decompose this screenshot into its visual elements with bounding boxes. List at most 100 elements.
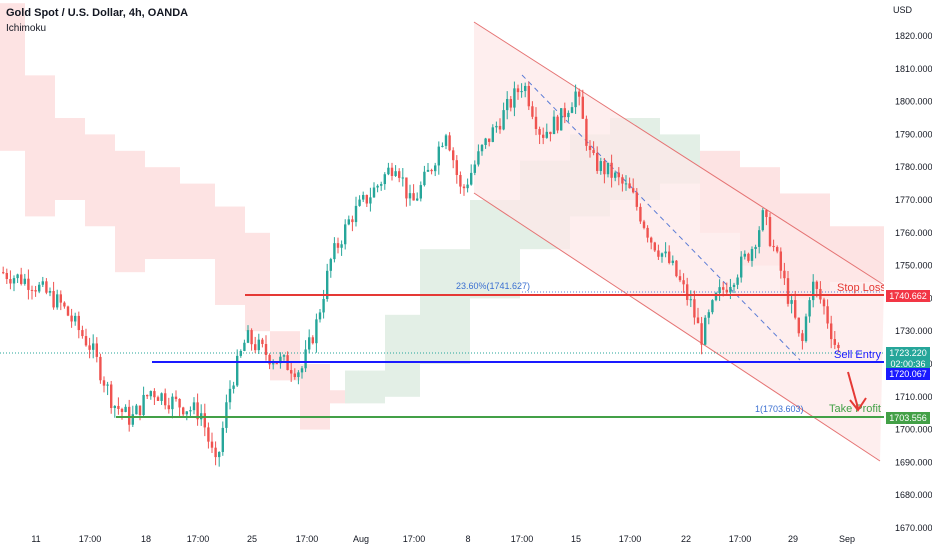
- candle-body: [480, 144, 484, 152]
- candle-body: [257, 339, 260, 351]
- candle-body: [498, 125, 502, 130]
- fib-trend-line: [521, 74, 801, 361]
- x-tick-label: 17:00: [187, 534, 210, 544]
- y-tick-label: 1730.000: [895, 326, 932, 336]
- candle-body: [639, 206, 642, 222]
- x-tick-label: Aug: [353, 534, 369, 544]
- candle-body: [74, 315, 77, 322]
- candle-body: [279, 356, 282, 364]
- candle-body: [311, 337, 314, 344]
- candle-body: [509, 98, 512, 108]
- candle-body: [23, 278, 26, 284]
- candle-body: [614, 172, 617, 178]
- candle-body: [347, 219, 350, 225]
- candle-body: [264, 344, 268, 355]
- candle-body: [729, 286, 732, 293]
- candle-body: [387, 167, 390, 175]
- candle-body: [207, 427, 210, 442]
- candle-body: [776, 247, 779, 252]
- y-tick-label: 1770.000: [895, 195, 932, 205]
- candle-body: [106, 384, 109, 386]
- candle-body: [524, 85, 527, 92]
- candle-body: [534, 116, 538, 130]
- candle-body: [790, 300, 793, 304]
- candle-body: [38, 284, 41, 292]
- candle-body: [416, 198, 419, 201]
- candle-body: [596, 153, 599, 171]
- y-tick-label: 1750.000: [895, 261, 932, 271]
- candle-body: [326, 270, 329, 299]
- candle-body: [290, 370, 293, 374]
- price-tag-label: 1703.556: [889, 413, 927, 423]
- x-tick-label: 15: [571, 534, 581, 544]
- candle-body: [362, 194, 365, 200]
- candle-body: [462, 186, 466, 189]
- candle-body: [34, 290, 37, 292]
- candle-body: [246, 330, 250, 343]
- candle-body: [131, 414, 134, 425]
- candle-body: [369, 197, 372, 204]
- candle-body: [556, 116, 559, 131]
- candle-body: [120, 408, 124, 412]
- cloud-segment-bull: [385, 314, 420, 397]
- down-arrow-icon: [847, 371, 859, 409]
- candle-body: [570, 107, 574, 113]
- candle-body: [344, 224, 347, 245]
- y-tick-label: 1680.000: [895, 490, 932, 500]
- candle-body: [740, 256, 743, 278]
- candle-body: [45, 281, 48, 293]
- candle-body: [210, 441, 214, 448]
- currency-label: USD: [893, 5, 913, 15]
- x-axis-ticks: 11 17:00 18 17:00 25 17:00 Aug 17:00 8 17:00 15 17:…: [31, 534, 855, 544]
- candle-body: [171, 396, 174, 410]
- candle-body: [808, 300, 811, 317]
- candle-body: [153, 391, 156, 398]
- candle-body: [426, 169, 430, 172]
- candle-body: [732, 284, 736, 287]
- candle-body: [2, 272, 5, 274]
- fib-label-23-6: 23.60%(1741.627): [456, 281, 530, 291]
- candle-body: [333, 243, 336, 260]
- candle-body: [815, 281, 818, 289]
- candle-body: [581, 96, 584, 119]
- x-tick-label: 17:00: [79, 534, 102, 544]
- candle-body: [365, 194, 368, 204]
- candle-body: [635, 192, 638, 207]
- candle-body: [765, 210, 768, 218]
- candle-body: [99, 356, 102, 381]
- price-tag-bg: [886, 290, 930, 302]
- candle-body: [574, 91, 577, 108]
- x-tick-label: 11: [31, 534, 40, 544]
- candle-body: [448, 135, 451, 151]
- candle-body: [736, 277, 739, 285]
- candle-body: [826, 306, 829, 324]
- cloud-segment-bear: [145, 167, 180, 260]
- candle-body: [430, 169, 433, 172]
- candle-body: [603, 161, 606, 175]
- candle-body: [398, 171, 401, 178]
- candle-body: [315, 319, 318, 344]
- candle-body: [592, 150, 595, 154]
- price-tag-label: 1740.662: [889, 291, 927, 301]
- x-tick-label: 17:00: [296, 534, 319, 544]
- candle-body: [768, 217, 772, 246]
- y-tick-label: 1790.000: [895, 129, 932, 139]
- y-tick-label: 1760.000: [895, 228, 932, 238]
- candle-body: [203, 413, 206, 428]
- candle-body: [801, 333, 804, 342]
- sell-entry-label: Sell Entry: [834, 349, 882, 361]
- candle-body: [261, 339, 264, 345]
- candle-body: [794, 300, 797, 318]
- fib-retracement: 23.60%(1741.627) 1(1703.603): [0, 74, 884, 414]
- candle-body: [113, 405, 116, 408]
- candle-body: [700, 323, 703, 345]
- candle-body: [642, 221, 646, 228]
- candle-body: [254, 344, 257, 351]
- candle-body: [718, 287, 721, 294]
- candle-body: [653, 242, 656, 251]
- candle-body: [66, 306, 70, 316]
- candle-body: [390, 167, 394, 176]
- candle-body: [459, 174, 462, 187]
- candle-body: [549, 131, 552, 135]
